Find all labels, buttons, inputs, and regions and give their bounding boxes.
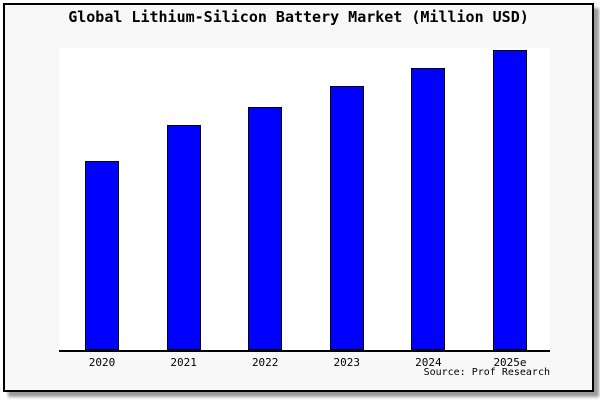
chart-frame: Global Lithium-Silicon Battery Market (M… [3,3,594,392]
x-tick-label-2024: 2024 [415,356,442,369]
x-tick-label-2022: 2022 [251,356,279,369]
plot-area [59,48,550,352]
bar-2020 [85,160,119,350]
bar-2025e [493,49,527,350]
bar-2023 [329,85,364,350]
x-tick-label-2023: 2023 [333,356,361,369]
source-note: Source: Prof Research [423,367,550,378]
x-tick-label-2021: 2021 [170,356,197,369]
chart-title: Global Lithium-Silicon Battery Market (M… [68,8,529,26]
x-tick-label-2020: 2020 [88,356,116,369]
bar-2024 [411,67,446,350]
x-tick-label-2025e: 2025e [493,356,527,369]
bar-2022 [248,106,283,350]
bar-2021 [166,124,201,350]
